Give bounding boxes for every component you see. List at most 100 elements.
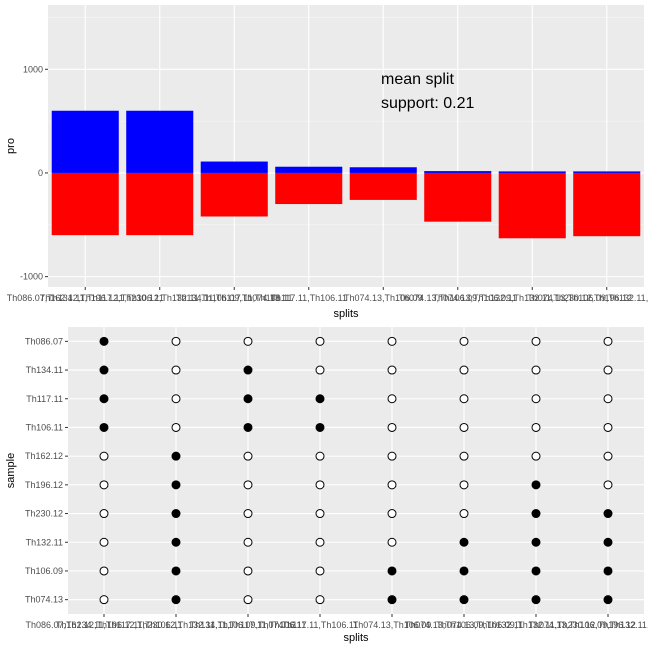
membership-dot-empty	[387, 509, 397, 519]
plot-background	[68, 327, 644, 614]
membership-dot-filled	[387, 595, 397, 605]
bar-negative	[573, 172, 641, 237]
membership-dot-empty	[603, 336, 613, 346]
membership-dot-empty	[315, 365, 325, 375]
bar-negative	[51, 172, 119, 236]
membership-dot-empty	[171, 365, 181, 375]
x-tick-label: Th086.07,Th134.11,Th117.11,Th106.11	[26, 620, 183, 630]
bar-positive	[200, 161, 268, 173]
membership-dot-empty	[387, 480, 397, 490]
membership-dot-empty	[531, 451, 541, 461]
y-tick-label: Th230.12	[25, 509, 63, 519]
membership-dot-empty	[603, 451, 613, 461]
y-tick-label: -1000	[20, 272, 43, 282]
membership-dot-empty	[243, 537, 253, 547]
membership-dot-empty	[315, 509, 325, 519]
membership-dot-empty	[99, 509, 109, 519]
membership-dot-empty	[99, 595, 109, 605]
bar-negative	[424, 172, 492, 222]
y-axis-title: pro	[5, 138, 17, 154]
bar-positive	[349, 167, 417, 173]
membership-dot-empty	[315, 566, 325, 576]
membership-dot-filled	[171, 451, 181, 461]
membership-dot-filled	[99, 394, 109, 404]
membership-dot-filled	[531, 537, 541, 547]
membership-dot-empty	[315, 336, 325, 346]
membership-dot-empty	[459, 365, 469, 375]
membership-dot-filled	[603, 537, 613, 547]
x-tick-label: Th074.13,Th106.09,Th132.11	[405, 620, 523, 630]
membership-dot-empty	[171, 422, 181, 432]
x-tick-label: Th134.11,Th117.11,Th106.11	[176, 293, 292, 303]
bar-positive	[498, 171, 566, 173]
membership-dot-filled	[531, 509, 541, 519]
membership-dot-empty	[315, 480, 325, 490]
x-tick-label: Th074.13,Th106.09	[353, 620, 432, 630]
y-tick-label: Th162.12	[25, 451, 63, 461]
x-axis-title: splits	[343, 632, 369, 644]
bar-negative	[349, 172, 417, 200]
membership-dot-filled	[459, 537, 469, 547]
x-tick-label: Th074.13,Th106.09,Th132.11,Th230.12	[529, 620, 648, 630]
y-tick-label: Th134.11	[26, 365, 63, 375]
membership-dot-empty	[387, 365, 397, 375]
membership-dot-empty	[99, 537, 109, 547]
membership-dot-empty	[459, 480, 469, 490]
membership-dot-filled	[603, 566, 613, 576]
y-tick-label: Th117.11	[26, 394, 63, 404]
membership-dot-empty	[387, 422, 397, 432]
membership-dot-empty	[99, 566, 109, 576]
membership-dot-empty	[459, 451, 469, 461]
bar-negative	[200, 172, 268, 217]
membership-dot-filled	[531, 480, 541, 490]
membership-dot-empty	[99, 480, 109, 490]
membership-dot-filled	[99, 422, 109, 432]
bar-positive	[51, 110, 119, 173]
membership-dot-filled	[243, 422, 253, 432]
x-tick-label: Th162.12,Th196.12,Th230.12,Th132.11,Th10…	[40, 293, 280, 303]
top-chart-panel: -1000 0 1000 Th086.07,Th134.11,Th117.11,Th1…	[5, 5, 648, 320]
membership-dot-filled	[171, 566, 181, 576]
membership-dot-empty	[459, 422, 469, 432]
membership-dot-empty	[531, 336, 541, 346]
x-tick-label: Th074.13,Th106.09,Th132.11,Th230.12	[527, 293, 648, 303]
membership-dot-empty	[603, 394, 613, 404]
membership-dot-filled	[603, 509, 613, 519]
membership-dot-empty	[315, 451, 325, 461]
membership-dot-filled	[243, 365, 253, 375]
y-tick-label: 1000	[23, 64, 43, 74]
membership-dot-empty	[531, 365, 541, 375]
membership-dot-filled	[459, 566, 469, 576]
membership-dot-empty	[603, 365, 613, 375]
bar-negative	[126, 172, 194, 236]
x-tick-label: Th162.12,Th196.12,Th230.12,Th132.11,Th10…	[56, 620, 296, 630]
membership-dot-empty	[315, 595, 325, 605]
y-tick-label: Th196.12	[25, 480, 63, 490]
membership-dot-filled	[603, 595, 613, 605]
membership-dot-filled	[459, 595, 469, 605]
membership-dot-empty	[243, 451, 253, 461]
membership-dot-filled	[99, 365, 109, 375]
bar-positive	[573, 171, 641, 173]
membership-dot-empty	[387, 394, 397, 404]
membership-dot-empty	[243, 336, 253, 346]
membership-dot-filled	[315, 394, 325, 404]
x-tick-label: Th074.13,Th106.09,Th132.11,Th230.12,Th19…	[436, 620, 636, 630]
membership-dot-empty	[243, 566, 253, 576]
membership-dot-filled	[171, 509, 181, 519]
y-tick-label: Th106.11	[26, 422, 63, 432]
membership-dot-filled	[99, 336, 109, 346]
membership-dot-empty	[459, 394, 469, 404]
x-tick-label: Th117.11,Th106.11	[282, 620, 359, 630]
membership-dot-empty	[243, 480, 253, 490]
y-tick-label: Th086.07	[25, 336, 63, 346]
membership-dot-filled	[171, 480, 181, 490]
membership-dot-empty	[603, 480, 613, 490]
y-tick-label: Th106.09	[25, 566, 63, 576]
membership-dot-empty	[387, 537, 397, 547]
bar-positive	[275, 166, 343, 173]
membership-dot-empty	[171, 336, 181, 346]
membership-dot-empty	[531, 422, 541, 432]
x-tick-label: Th117.11,Th106.11	[270, 293, 347, 303]
